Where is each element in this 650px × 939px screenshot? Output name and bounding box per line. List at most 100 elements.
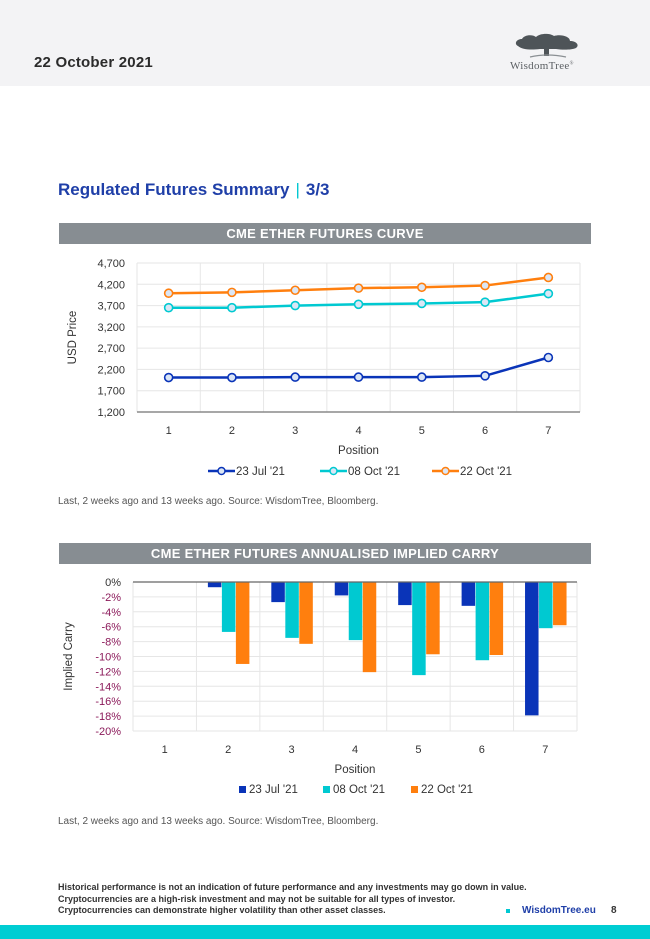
page-title-separator: | <box>295 180 300 199</box>
data-point <box>290 285 301 296</box>
x-tick-label: 2 <box>225 744 231 756</box>
x-tick-label: 3 <box>292 425 298 437</box>
data-point <box>480 280 490 291</box>
y-tick-label: -10% <box>95 652 121 664</box>
data-point <box>353 372 364 382</box>
x-tick-label: 5 <box>419 425 425 437</box>
y-tick-label: 0% <box>105 577 121 589</box>
bar <box>271 582 285 603</box>
page-number: 8 <box>611 905 617 916</box>
report-date: 22 October 2021 <box>34 54 153 71</box>
legend-label: 22 Oct '21 <box>460 466 512 478</box>
disclaimer-line: Historical performance is not an indicat… <box>58 882 527 892</box>
footer-bar <box>0 925 650 939</box>
bar <box>285 582 299 638</box>
y-tick-label: 1,200 <box>97 407 125 419</box>
page-title: Regulated Futures Summary | 3/3 <box>58 180 330 200</box>
y-tick-label: 2,200 <box>97 364 125 376</box>
x-tick-label: 2 <box>229 425 235 437</box>
data-point <box>163 302 174 313</box>
x-tick-label: 4 <box>355 425 361 437</box>
disclaimer: Historical performance is not an indicat… <box>58 882 527 917</box>
legend-label: 08 Oct '21 <box>348 466 400 478</box>
disclaimer-line: Cryptocurrencies can demonstrate higher … <box>58 905 386 915</box>
line-chart-source: Last, 2 weeks ago and 13 weeks ago. Sour… <box>58 496 379 507</box>
data-point <box>416 372 427 382</box>
wisdomtree-logo: WisdomTree® <box>510 32 590 78</box>
x-tick-label: 6 <box>479 744 485 756</box>
bar <box>489 582 504 656</box>
y-tick-label: 4,700 <box>97 258 125 270</box>
x-tick-label: 6 <box>482 425 488 437</box>
y-tick-label: -6% <box>101 622 121 634</box>
x-tick-label: 1 <box>166 425 172 437</box>
x-axis-title: Position <box>335 764 376 776</box>
bar <box>299 582 313 644</box>
legend-swatch-icon <box>323 786 330 793</box>
bar <box>475 582 490 661</box>
page-header: 22 October 2021 WisdomTree® <box>0 0 650 86</box>
y-tick-label: 3,200 <box>97 322 125 334</box>
y-tick-label: 2,700 <box>97 343 125 355</box>
bar <box>412 582 426 676</box>
x-tick-label: 3 <box>289 744 295 756</box>
y-tick-label: 3,700 <box>97 301 125 313</box>
y-tick-label: -2% <box>101 592 121 604</box>
bar <box>362 582 377 673</box>
bar <box>398 582 412 606</box>
data-point <box>353 283 364 293</box>
legend-label: 08 Oct '21 <box>333 784 385 796</box>
logo-wordmark: WisdomTree® <box>510 60 574 72</box>
data-point <box>227 372 237 383</box>
x-tick-label: 4 <box>352 744 358 756</box>
data-point <box>227 287 237 298</box>
y-tick-label: -20% <box>95 726 121 738</box>
y-axis-title: Implied Carry <box>63 622 75 691</box>
x-tick-label: 5 <box>415 744 421 756</box>
bar <box>235 582 250 664</box>
y-tick-label: -12% <box>95 666 121 678</box>
data-point <box>163 372 174 383</box>
bar <box>553 582 567 626</box>
x-axis-title: Position <box>338 445 379 457</box>
data-point <box>543 272 554 283</box>
implied-carry-bar-chart: 0% -2% -4% -6% -8% -10% -12% -14% -16% -18% -20% 1 2… <box>63 577 578 796</box>
legend-label: 23 Jul '21 <box>236 466 285 478</box>
data-point <box>543 288 554 299</box>
line-chart-title: CME ETHER FUTURES CURVE <box>59 223 591 244</box>
bar <box>348 582 363 641</box>
legend-swatch-icon <box>239 786 246 793</box>
bar <box>334 582 349 596</box>
data-point <box>480 371 490 381</box>
bar <box>539 582 553 629</box>
x-tick-label: 1 <box>162 744 168 756</box>
x-tick-label: 7 <box>542 744 548 756</box>
bar <box>207 582 222 588</box>
x-tick-label: 7 <box>545 425 551 437</box>
y-tick-label: -18% <box>95 711 121 723</box>
legend-swatch-icon <box>411 786 418 793</box>
data-point <box>480 297 490 307</box>
bar <box>525 582 539 716</box>
page-title-page: 3/3 <box>305 180 330 199</box>
y-tick-label: -4% <box>101 607 121 619</box>
futures-curve-line-chart: 4,700 4,200 3,700 3,200 2,700 2,200 1,700 1,200… <box>67 258 581 478</box>
y-tick-label: 4,200 <box>97 279 125 291</box>
footer-bullet-icon <box>506 909 510 913</box>
data-point <box>290 300 301 311</box>
legend-marker-icon <box>441 466 450 476</box>
legend-label: 23 Jul '21 <box>249 784 298 796</box>
legend-marker-icon <box>329 466 338 476</box>
data-point <box>416 298 427 309</box>
bar <box>426 582 440 655</box>
data-point <box>163 288 174 299</box>
legend-marker-icon <box>217 466 226 476</box>
y-tick-label: -16% <box>95 696 121 708</box>
bar-chart-title: CME ETHER FUTURES ANNUALISED IMPLIED CAR… <box>59 543 591 564</box>
data-point <box>353 299 364 310</box>
y-axis-title: USD Price <box>67 311 79 365</box>
bar <box>221 582 236 632</box>
data-point <box>290 372 301 382</box>
website-link[interactable]: WisdomTree.eu <box>522 905 596 916</box>
y-tick-label: 1,700 <box>97 386 125 398</box>
